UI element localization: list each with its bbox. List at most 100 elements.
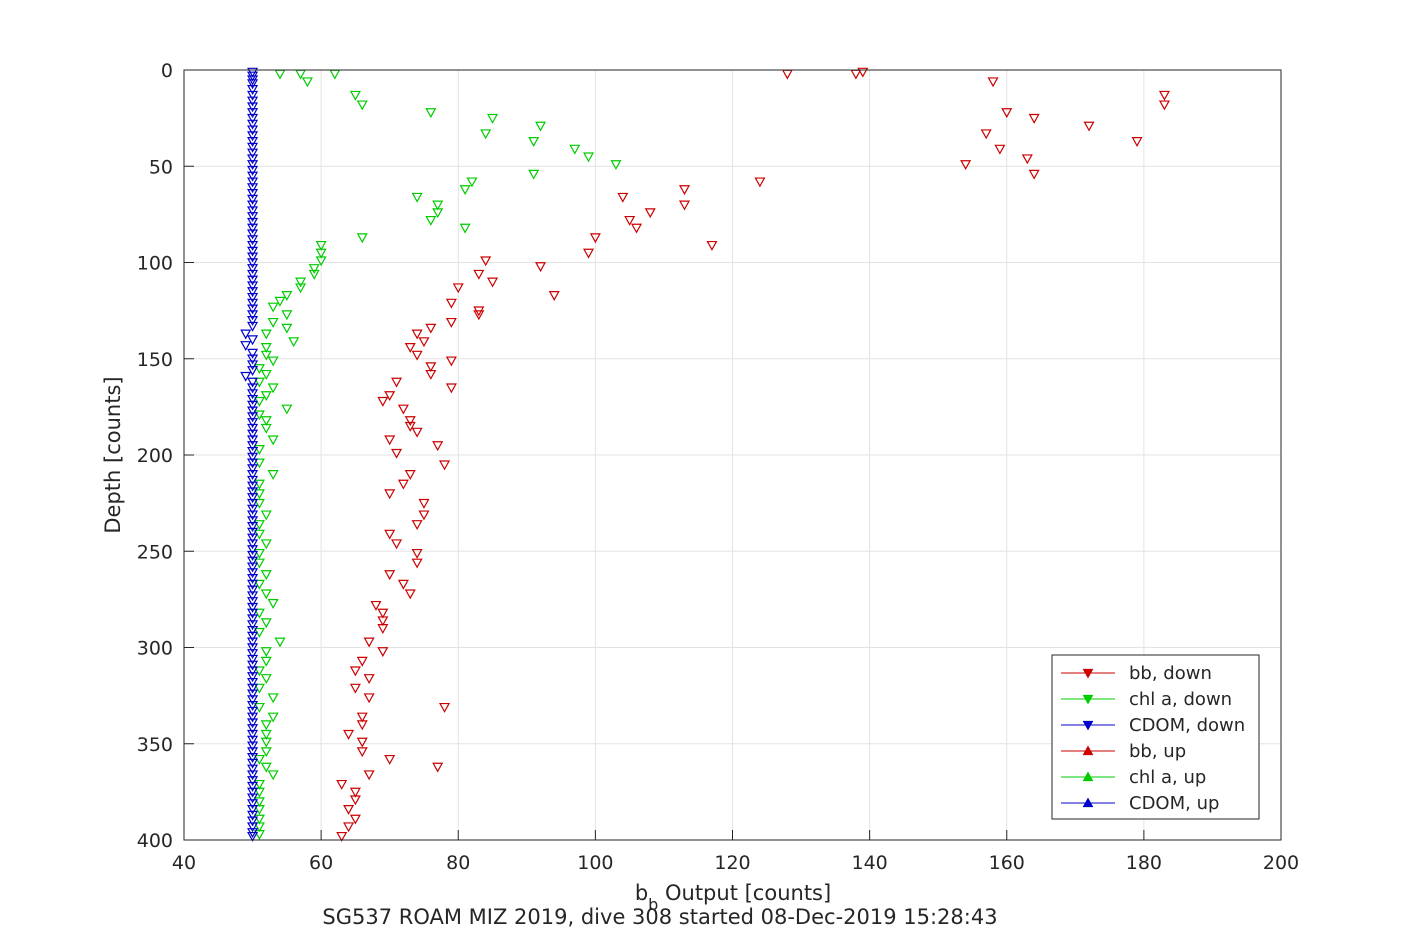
data-point bbox=[247, 493, 259, 504]
data-point bbox=[267, 383, 279, 394]
y-tick-label: 250 bbox=[137, 541, 173, 563]
data-point bbox=[411, 192, 423, 203]
data-point bbox=[247, 689, 259, 700]
data-point bbox=[240, 371, 252, 382]
series-2 bbox=[240, 67, 259, 842]
series-0 bbox=[336, 67, 1170, 842]
data-point bbox=[247, 96, 259, 107]
y-tick-label: 0 bbox=[161, 60, 173, 82]
data-point bbox=[267, 302, 279, 313]
data-point bbox=[247, 729, 259, 740]
data-point bbox=[247, 310, 259, 321]
data-point bbox=[247, 498, 259, 509]
data-point bbox=[418, 498, 430, 509]
data-point bbox=[253, 579, 265, 590]
data-point bbox=[425, 215, 437, 226]
data-point bbox=[247, 660, 259, 671]
data-point bbox=[987, 77, 999, 88]
data-point bbox=[267, 770, 279, 781]
data-point bbox=[404, 416, 416, 427]
data-point bbox=[247, 441, 259, 452]
data-point bbox=[487, 113, 499, 124]
data-point bbox=[706, 240, 718, 251]
data-point bbox=[411, 548, 423, 559]
data-point bbox=[247, 189, 259, 199]
y-tick-label: 100 bbox=[137, 253, 173, 275]
data-point bbox=[247, 79, 259, 90]
data-point bbox=[678, 185, 691, 196]
data-point bbox=[247, 481, 259, 492]
legend-label: bb, down bbox=[1129, 663, 1212, 684]
data-point bbox=[253, 804, 265, 815]
data-point bbox=[1028, 113, 1040, 124]
data-point bbox=[267, 693, 279, 704]
data-point bbox=[411, 520, 423, 531]
data-point bbox=[267, 599, 279, 609]
data-point bbox=[247, 741, 259, 752]
data-point bbox=[459, 223, 471, 234]
data-point bbox=[384, 754, 396, 765]
data-point bbox=[452, 283, 464, 294]
data-point bbox=[384, 489, 396, 500]
data-point bbox=[247, 487, 259, 498]
data-point bbox=[247, 602, 259, 613]
data-point bbox=[1158, 100, 1170, 111]
data-point bbox=[253, 830, 265, 840]
data-point bbox=[247, 464, 259, 475]
data-point bbox=[363, 674, 375, 685]
data-point bbox=[247, 822, 259, 833]
data-point bbox=[247, 235, 259, 246]
data-point bbox=[356, 233, 368, 244]
data-point bbox=[445, 298, 457, 309]
data-point bbox=[247, 137, 259, 147]
data-point bbox=[411, 350, 423, 361]
data-point bbox=[247, 504, 259, 515]
data-point bbox=[260, 720, 272, 731]
data-point bbox=[247, 712, 259, 723]
data-point bbox=[301, 77, 313, 88]
data-point bbox=[377, 624, 389, 634]
data-point bbox=[473, 269, 485, 280]
data-point bbox=[356, 100, 368, 111]
data-point bbox=[678, 200, 691, 211]
data-point bbox=[384, 570, 396, 581]
data-point bbox=[247, 527, 259, 538]
data-point bbox=[247, 683, 259, 694]
data-point bbox=[247, 770, 259, 781]
data-point bbox=[1083, 121, 1095, 132]
x-tick-label: 180 bbox=[1126, 852, 1162, 874]
data-point bbox=[247, 776, 259, 787]
data-point bbox=[260, 674, 272, 685]
y-tick-label: 300 bbox=[137, 638, 173, 660]
data-point bbox=[1028, 169, 1040, 180]
data-point bbox=[247, 637, 259, 648]
legend-marker bbox=[1082, 668, 1094, 679]
data-point bbox=[432, 441, 444, 452]
data-point bbox=[260, 747, 272, 758]
legend-label: bb, up bbox=[1129, 741, 1186, 762]
data-point bbox=[247, 625, 259, 636]
data-point bbox=[247, 400, 259, 411]
data-point bbox=[363, 637, 375, 648]
data-point bbox=[247, 556, 259, 567]
data-point bbox=[247, 229, 259, 240]
data-point bbox=[253, 608, 265, 619]
data-point bbox=[274, 296, 286, 307]
data-point bbox=[247, 292, 259, 303]
data-point bbox=[247, 816, 259, 827]
x-tick-label: 120 bbox=[714, 852, 750, 874]
data-point bbox=[356, 712, 368, 723]
data-point bbox=[260, 510, 272, 521]
data-point bbox=[349, 795, 361, 806]
data-point bbox=[308, 269, 320, 280]
data-point bbox=[247, 475, 259, 486]
data-point bbox=[247, 125, 259, 136]
data-point bbox=[336, 831, 348, 842]
data-point bbox=[281, 323, 293, 334]
data-point bbox=[356, 720, 368, 731]
legend: bb, down chl a, down CDOM, down bb, up chl a… bbox=[1051, 654, 1260, 820]
data-point bbox=[349, 683, 361, 694]
data-point bbox=[356, 747, 368, 758]
legend-label: CDOM, up bbox=[1129, 793, 1219, 814]
